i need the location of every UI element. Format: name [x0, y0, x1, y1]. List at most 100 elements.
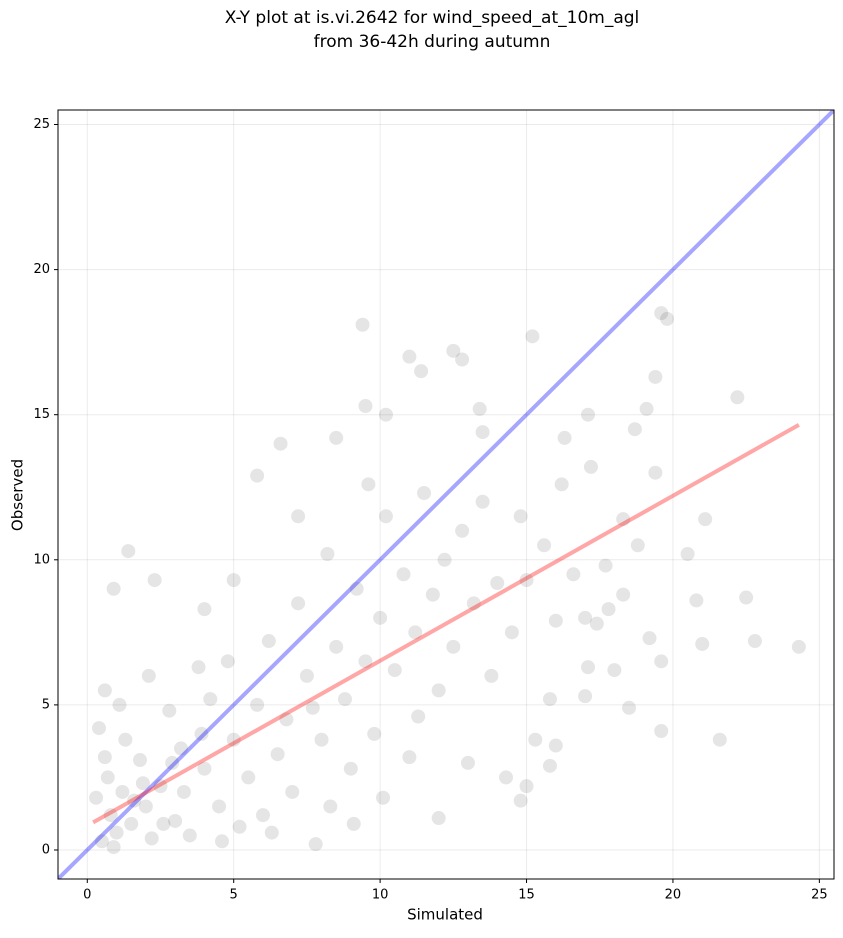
point [437, 552, 452, 567]
point [627, 422, 642, 437]
point [141, 668, 156, 683]
point [542, 692, 557, 707]
point [475, 494, 490, 509]
point [314, 732, 329, 747]
point [648, 369, 663, 384]
point [191, 660, 206, 675]
plot-area [58, 110, 834, 879]
point [305, 700, 320, 715]
point [285, 784, 300, 799]
point [578, 689, 593, 704]
point [408, 625, 423, 640]
point [455, 523, 470, 538]
point [147, 573, 162, 588]
point [250, 697, 265, 712]
point [165, 755, 180, 770]
point [739, 590, 754, 605]
point [654, 724, 669, 739]
y-tick-label: 0 [42, 842, 50, 857]
point [402, 750, 417, 765]
point [378, 407, 393, 422]
point [455, 352, 470, 367]
point [472, 401, 487, 416]
chart-title: X-Y plot at is.vi.2642 for wind_speed_at… [225, 8, 640, 28]
point [616, 587, 631, 602]
point [106, 581, 121, 596]
point [162, 703, 177, 718]
point [132, 753, 147, 768]
point [273, 436, 288, 451]
point [548, 738, 563, 753]
point [598, 558, 613, 573]
point [329, 430, 344, 445]
fit-line [92, 423, 800, 825]
point [639, 401, 654, 416]
point [89, 790, 104, 805]
point [214, 834, 229, 849]
point [194, 726, 209, 741]
point [680, 546, 695, 561]
x-tick-label: 15 [518, 888, 535, 903]
point [127, 793, 142, 808]
point [112, 697, 127, 712]
point [519, 779, 534, 794]
point [654, 306, 669, 321]
point [291, 509, 306, 524]
point [337, 692, 352, 707]
y-axis-label: Observed [9, 459, 27, 531]
point [747, 634, 762, 649]
point [320, 546, 335, 561]
point [513, 793, 528, 808]
x-tick-label: 5 [230, 888, 238, 903]
point [270, 747, 285, 762]
point [115, 784, 130, 799]
point [250, 468, 265, 483]
point [373, 610, 388, 625]
point [554, 477, 569, 492]
point [607, 663, 622, 678]
point [446, 639, 461, 654]
point [542, 758, 557, 773]
point [323, 799, 338, 814]
point [176, 784, 191, 799]
x-axis-label: Simulated [407, 906, 483, 924]
point [226, 732, 241, 747]
point [232, 819, 247, 834]
fit-line [58, 110, 834, 879]
x-tick-label: 25 [811, 888, 828, 903]
point [361, 477, 376, 492]
point [100, 770, 115, 785]
y-tick-label: 25 [33, 117, 50, 132]
point [730, 390, 745, 405]
point [153, 779, 168, 794]
point [431, 811, 446, 826]
point [490, 576, 505, 591]
point [94, 834, 109, 849]
point [144, 831, 159, 846]
point [411, 709, 426, 724]
point [343, 761, 358, 776]
y-tick-label: 10 [33, 552, 50, 567]
point [367, 726, 382, 741]
point [308, 837, 323, 852]
chart-subtitle: from 36-42h during autumn [314, 32, 551, 52]
point [376, 790, 391, 805]
point [261, 634, 276, 649]
point [695, 636, 710, 651]
point [616, 512, 631, 527]
point [106, 840, 121, 855]
y-tick-label: 5 [42, 697, 50, 712]
point [182, 828, 197, 843]
y-tick-label: 15 [33, 407, 50, 422]
point [349, 581, 364, 596]
point [417, 486, 432, 501]
point [97, 683, 112, 698]
point [346, 816, 361, 831]
x-tick-label: 20 [665, 888, 682, 903]
point [504, 625, 519, 640]
point [431, 683, 446, 698]
point [402, 349, 417, 364]
point [548, 613, 563, 628]
point [513, 509, 528, 524]
point [212, 799, 227, 814]
